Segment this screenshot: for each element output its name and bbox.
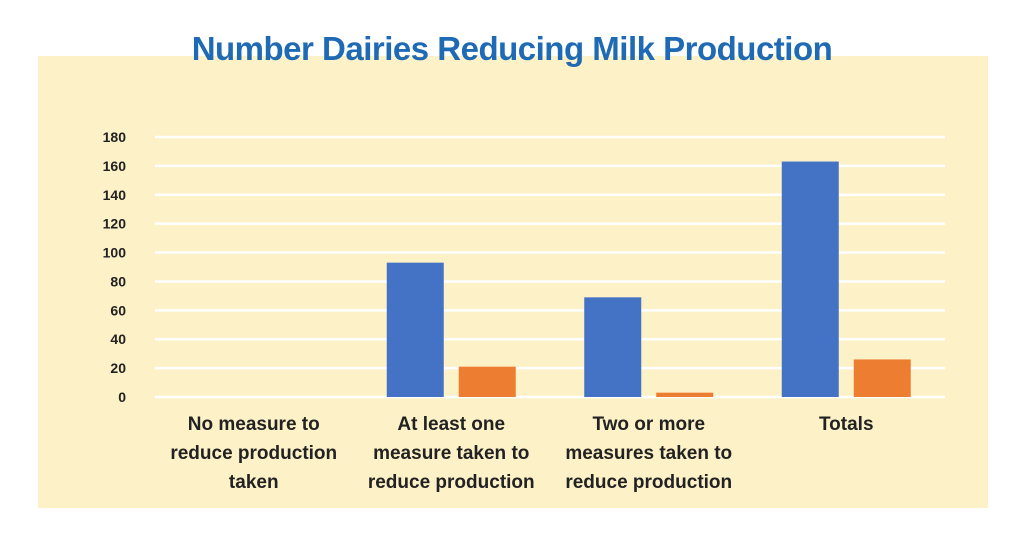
x-category-label: At least one measure taken to reduce produ… — [368, 414, 535, 493]
y-tick-label: 40 — [110, 331, 126, 347]
bar-series-1 — [781, 161, 839, 397]
x-category-label-line: reduce production — [368, 472, 535, 493]
bar-series-2 — [853, 359, 911, 397]
y-tick-label: 0 — [118, 389, 126, 405]
y-tick-label: 160 — [103, 158, 127, 174]
x-category-label: No measure to reduce production taken — [170, 414, 337, 493]
y-tick-label: 60 — [110, 302, 126, 318]
y-tick-label: 20 — [110, 360, 126, 376]
x-category-label-line: measures taken to — [565, 443, 732, 464]
bar-series-1 — [584, 297, 642, 397]
chart-title: Number Dairies Reducing Milk Production — [191, 30, 833, 67]
bar-series-2 — [656, 392, 714, 397]
x-category-label-line: taken — [229, 472, 279, 493]
x-category-label: Two or more measures taken to reduce produ… — [565, 414, 732, 493]
x-category-label-line: reduce production — [170, 443, 337, 464]
y-tick-label: 180 — [103, 129, 127, 145]
x-category-label-line: Totals — [819, 414, 874, 435]
x-category-label-line: No measure to — [188, 414, 320, 435]
x-category-label-line: Two or more — [592, 414, 705, 435]
y-tick-label: 140 — [103, 187, 127, 203]
y-tick-label: 100 — [103, 245, 127, 261]
x-category-label-line: reduce production — [565, 472, 732, 493]
x-category-label: Totals — [819, 414, 874, 435]
x-category-label-line: At least one — [397, 414, 505, 435]
x-category-label-line: measure taken to — [373, 443, 529, 464]
y-tick-label: 80 — [110, 273, 126, 289]
bar-series-2 — [458, 366, 516, 397]
y-tick-label: 120 — [103, 216, 127, 232]
bar-series-1 — [386, 262, 444, 397]
